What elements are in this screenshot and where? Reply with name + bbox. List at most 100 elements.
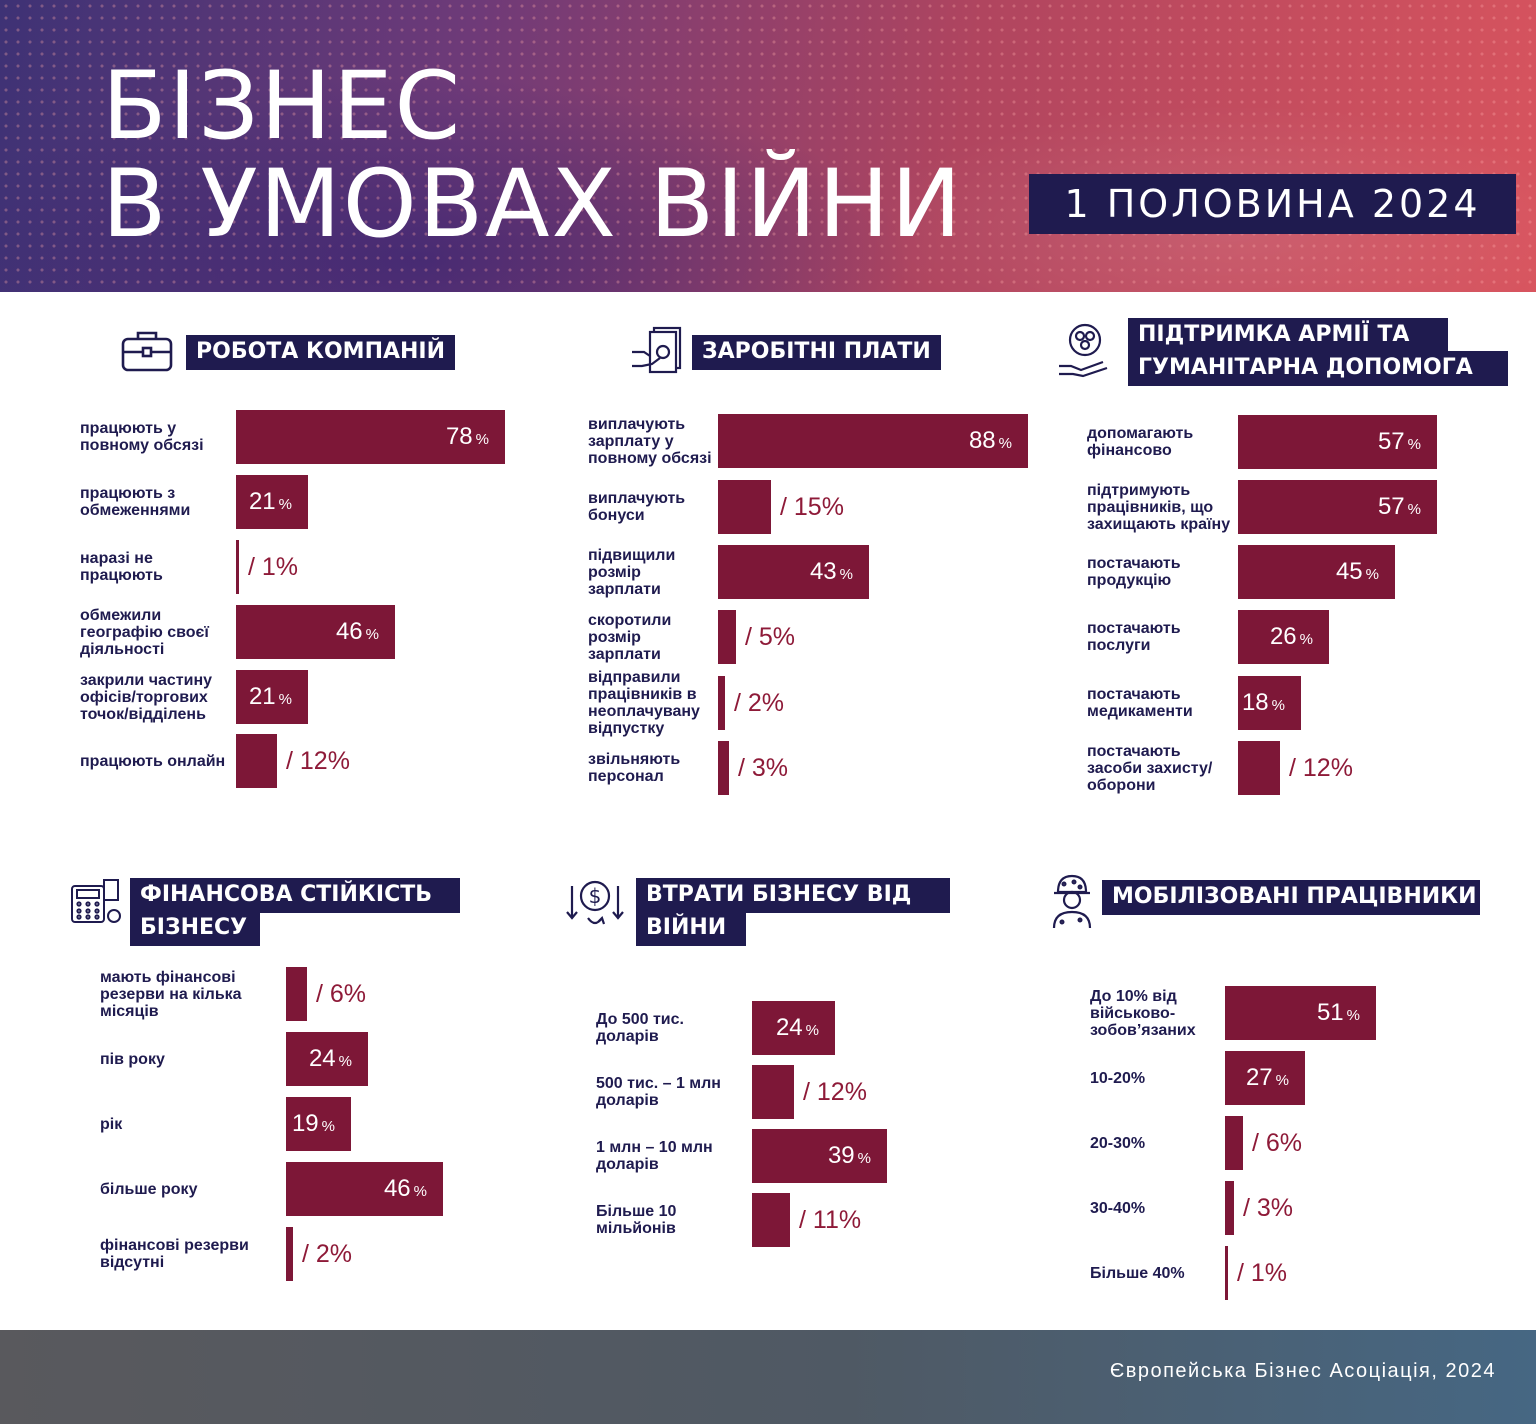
bar-value-label: / 5%: [745, 623, 796, 651]
soldier-icon: [1052, 874, 1092, 929]
bar-label: До 10% від військово-зобов’язаних: [1090, 988, 1196, 1039]
bar-value-label: 88%: [968, 427, 1012, 454]
bar-label: виплачують зарплату у повному обсязі: [588, 416, 712, 467]
section-title-company-operation: РОБОТА КОМПАНІЙ: [186, 335, 456, 370]
bar: [752, 1065, 794, 1119]
bar-value-label: 46%: [335, 618, 379, 645]
bar: [1225, 1116, 1243, 1170]
bar-value-label: 57%: [1377, 493, 1421, 520]
bar-value-label: 78%: [445, 423, 489, 450]
section-title-business-losses: ВТРАТИ БІЗНЕСУ ВІД ВІЙНИ: [636, 878, 950, 946]
bar: [1238, 545, 1395, 599]
bar-value-label: / 6%: [1252, 1129, 1303, 1157]
bar-value-label: 21%: [248, 683, 292, 710]
bar-label: мають фінансові резерви на кілька місяці…: [100, 969, 242, 1020]
bar: [236, 605, 395, 659]
footer: Європейська Бізнес Асоціація, 2024: [0, 1330, 1536, 1424]
bar: [718, 414, 1028, 468]
bar-label: працюють з обмеженнями: [80, 485, 191, 519]
bar: [286, 1162, 443, 1216]
section-title-salaries: ЗАРОБІТНІ ПЛАТИ: [692, 335, 941, 370]
bar-label: відправили працівників в неоплачувану ві…: [588, 669, 700, 737]
bar-label: більше року: [100, 1181, 198, 1198]
bar: [752, 1129, 887, 1183]
money-hand-icon: [632, 326, 682, 374]
section-title-army-support: ПІДТРИМКА АРМІЇ ТА ГУМАНІТАРНА ДОПОМОГА: [1128, 318, 1508, 386]
bar-value-label: 19%: [291, 1110, 335, 1137]
bar-label: закрили частину офісів/торгових точок/ві…: [80, 672, 213, 723]
bar-label: обмежили географію своєї діяльності: [80, 607, 209, 658]
bar-label: підвищили розмір зарплати: [588, 547, 676, 598]
bar: [236, 410, 505, 464]
bar-label: фінансові резерви відсутні: [100, 1237, 249, 1271]
bar-value-label: 27%: [1245, 1064, 1289, 1091]
bar-value-label: 51%: [1316, 999, 1360, 1026]
donation-hand-icon: [1059, 323, 1108, 378]
bar-value-label: 26%: [1269, 623, 1313, 650]
bar-label: постачають засоби захисту/оборони: [1087, 743, 1213, 794]
bar-label: постачають медикаменти: [1087, 686, 1193, 720]
bar-value-label: / 3%: [738, 754, 789, 782]
bar: [1225, 1051, 1305, 1105]
bar-label: працюють онлайн: [80, 753, 226, 770]
bar-label: Більше 40%: [1090, 1265, 1185, 1282]
bar: [718, 545, 869, 599]
bar: [1225, 1246, 1228, 1300]
bar-value-label: / 12%: [803, 1078, 867, 1106]
bar-value-label: 39%: [827, 1142, 871, 1169]
title-line-2: В УМОВАХ ВІЙНИ: [102, 150, 964, 259]
bar-label: 30-40%: [1090, 1200, 1146, 1217]
bar: [236, 670, 308, 724]
bar-value-label: / 12%: [1289, 754, 1353, 782]
bar-label: підтримують працівників, що захищають кр…: [1087, 482, 1231, 533]
bar-value-label: / 2%: [302, 1240, 353, 1268]
bar-value-label: / 11%: [799, 1206, 862, 1234]
title-line-1: БІЗНЕС: [102, 52, 463, 161]
bar: [236, 475, 308, 529]
bar-label: 20-30%: [1090, 1135, 1146, 1152]
bar: [1238, 676, 1301, 730]
bar: [718, 610, 736, 664]
bar-value-label: 43%: [809, 558, 853, 585]
bar-value-label: 46%: [383, 1175, 427, 1202]
bar-label: Більше 10 мільйонів: [596, 1203, 677, 1237]
bar-label: наразі не працюють: [80, 550, 163, 584]
footer-source: Європейська Бізнес Асоціація, 2024: [1109, 1360, 1496, 1382]
bar-value-label: / 6%: [316, 980, 367, 1008]
bar-value-label: 57%: [1377, 428, 1421, 455]
page-title: БІЗНЕС В УМОВАХ ВІЙНИ: [102, 58, 963, 254]
bar: [1238, 480, 1437, 534]
bar-value-label: / 15%: [780, 493, 844, 521]
bar-label: скоротили розмір зарплати: [588, 612, 672, 663]
bar-value-label: / 1%: [1237, 1259, 1288, 1287]
bar-value-label: / 3%: [1243, 1194, 1294, 1222]
bar: [718, 741, 729, 795]
bar-label: рік: [100, 1116, 123, 1133]
bar-label: 500 тис. – 1 млн доларів: [596, 1075, 721, 1109]
bar: [718, 676, 725, 730]
bar-label: До 500 тис. доларів: [596, 1011, 684, 1045]
bar-label: постачають продукцію: [1087, 555, 1181, 589]
svg-text:$: $: [589, 884, 602, 908]
bar-value-label: / 12%: [286, 747, 350, 775]
bar-value-label: 21%: [248, 488, 292, 515]
bar-label: працюють у повному обсязі: [80, 420, 204, 454]
bar-label: 10-20%: [1090, 1070, 1146, 1087]
bar: [1238, 741, 1280, 795]
bar: [286, 1032, 368, 1086]
section-title-mobilized-employees: МОБІЛІЗОВАНІ ПРАЦІВНИКИ: [1102, 880, 1480, 915]
bar: [236, 540, 239, 594]
bar-label: допомагають фінансово: [1087, 425, 1194, 459]
period-badge: 1 ПОЛОВИНА 2024: [1029, 174, 1516, 234]
dot-pattern: [0, 0, 1536, 292]
bar: [1225, 986, 1376, 1040]
dollar-down-icon: $: [566, 880, 624, 925]
briefcase-icon: [121, 331, 173, 372]
header-banner: БІЗНЕС В УМОВАХ ВІЙНИ 1 ПОЛОВИНА 2024: [0, 0, 1536, 292]
bar: [286, 1097, 351, 1151]
bar-value-label: 45%: [1335, 558, 1379, 585]
bar-label: виплачують бонуси: [588, 490, 686, 524]
bar: [286, 967, 307, 1021]
bar-value-label: 24%: [308, 1045, 352, 1072]
bar: [1225, 1181, 1234, 1235]
